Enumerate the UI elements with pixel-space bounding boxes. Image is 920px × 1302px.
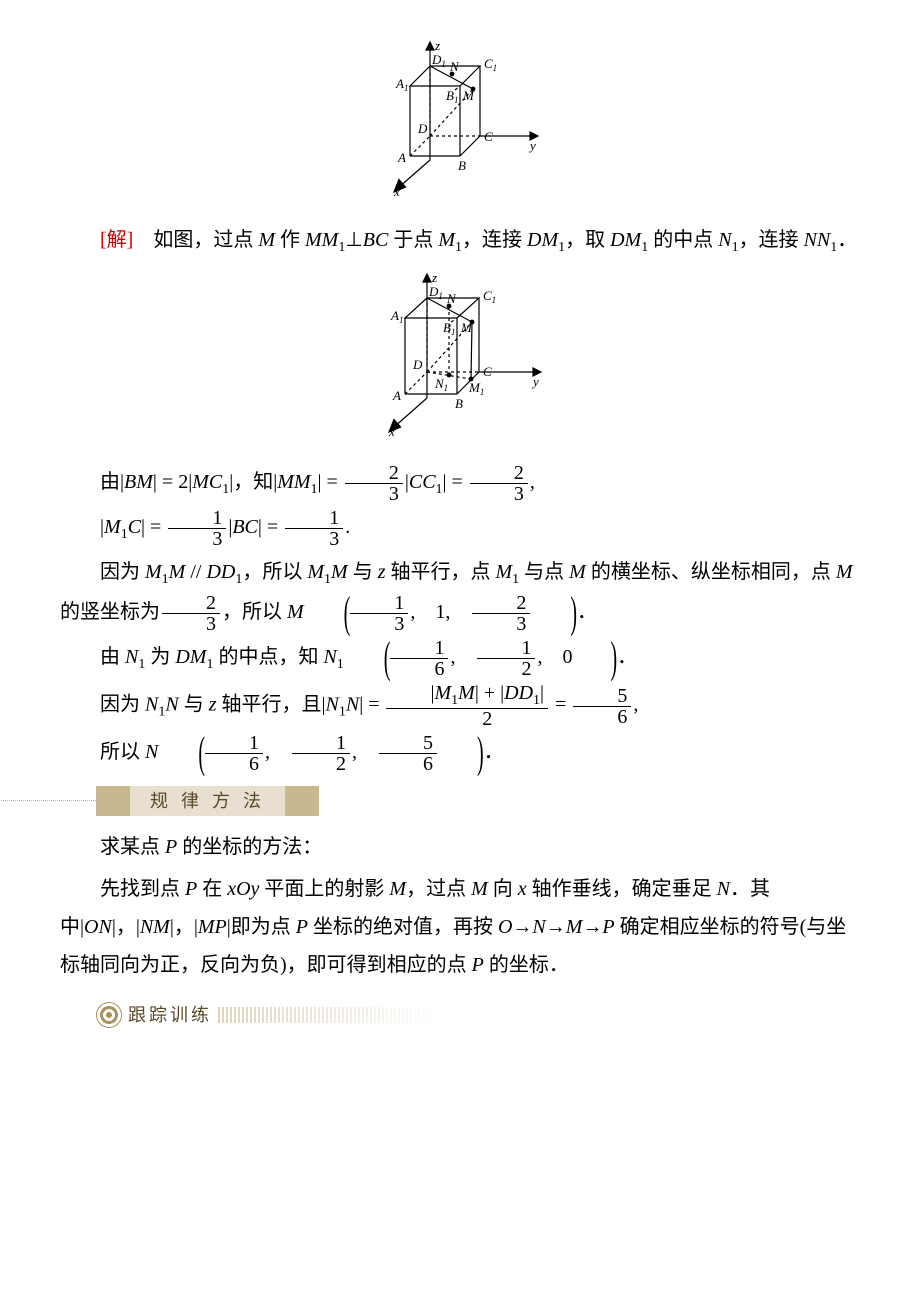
svg-text:B: B bbox=[455, 396, 463, 411]
svg-text:C: C bbox=[483, 364, 492, 379]
svg-text:z: z bbox=[431, 270, 437, 285]
svg-text:M1: M1 bbox=[468, 380, 484, 397]
bullseye-icon bbox=[96, 1002, 122, 1028]
svg-text:C1: C1 bbox=[484, 56, 497, 73]
svg-text:N1: N1 bbox=[434, 376, 448, 393]
cube-svg-1: z y x A B C D A1 B1 C1 D1 M N bbox=[370, 38, 550, 198]
para-n-coords: 所以 N(16, 12, 56)． bbox=[60, 733, 860, 774]
eq-bm: 由|BM| = 2|MC1|，知|MM1| = 23|CC1| = 23, bbox=[60, 463, 860, 504]
solve-label: [解] bbox=[100, 229, 133, 251]
method-intro: 求某点 P 的坐标的方法： bbox=[60, 828, 860, 866]
method-body: 先找到点 P 在 xOy 平面上的射影 M，过点 M 向 x 轴作垂线，确定垂足… bbox=[60, 870, 860, 984]
svg-text:A: A bbox=[397, 150, 406, 165]
cube-svg-2: z y x A B C D A1 B1 C1 D1 M N M1 N1 bbox=[365, 270, 555, 440]
svg-text:B: B bbox=[458, 158, 466, 173]
svg-text:A: A bbox=[392, 388, 401, 403]
svg-text:x: x bbox=[393, 184, 400, 198]
para-m1m-parallel: 因为 M1M // DD1，所以 M1M 与 z 轴平行，点 M1 与点 M 的… bbox=[60, 553, 860, 635]
svg-text:C1: C1 bbox=[483, 288, 496, 305]
svg-text:M: M bbox=[462, 88, 475, 103]
svg-text:D1: D1 bbox=[428, 284, 443, 301]
method-ribbon: 规 律 方 法 bbox=[96, 786, 319, 816]
svg-text:A1: A1 bbox=[395, 76, 408, 93]
svg-text:y: y bbox=[531, 374, 539, 389]
svg-text:D: D bbox=[417, 121, 428, 136]
cube-figure-2: z y x A B C D A1 B1 C1 D1 M N M1 N1 bbox=[60, 270, 860, 453]
svg-text:D1: D1 bbox=[431, 52, 446, 69]
svg-text:C: C bbox=[484, 129, 493, 144]
cube-figure-1: z y x A B C D A1 B1 C1 D1 M N bbox=[60, 38, 860, 211]
svg-text:x: x bbox=[388, 424, 395, 439]
svg-text:D: D bbox=[412, 357, 423, 372]
svg-text:y: y bbox=[528, 138, 536, 153]
svg-text:z: z bbox=[434, 38, 440, 53]
svg-text:N: N bbox=[446, 291, 457, 306]
svg-text:B1: B1 bbox=[446, 88, 458, 105]
fade-decoration bbox=[218, 1007, 438, 1023]
svg-text:M: M bbox=[460, 320, 473, 335]
para-n1-midpoint: 由 N1 为 DM1 的中点，知 N1(16, 12, 0)． bbox=[60, 638, 860, 679]
eq-m1c: |M1C| = 13|BC| = 13. bbox=[60, 508, 860, 549]
solution-intro: [解] 如图，过点 M 作 MM1⊥BC 于点 M1，连接 DM1，取 DM1 … bbox=[60, 221, 860, 262]
svg-text:A1: A1 bbox=[390, 308, 403, 325]
follow-training-label: 跟踪训练 bbox=[128, 998, 212, 1032]
follow-training-badge: 跟踪训练 bbox=[96, 998, 438, 1032]
svg-text:B1: B1 bbox=[443, 320, 455, 337]
svg-text:N: N bbox=[449, 59, 460, 74]
